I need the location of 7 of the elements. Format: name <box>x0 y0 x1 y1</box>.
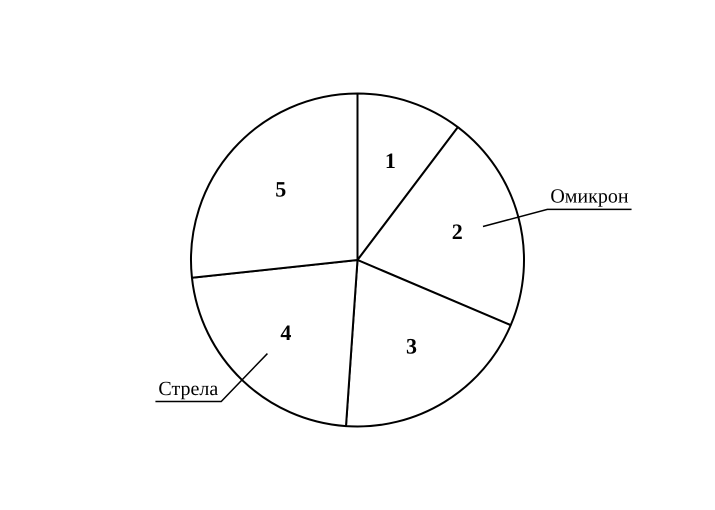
slice-label: 4 <box>280 320 292 346</box>
text: Омикрон <box>550 186 629 208</box>
slice-label: 1 <box>384 148 396 173</box>
slice-label: 2 <box>452 219 463 244</box>
slice-label: 3 <box>406 334 417 359</box>
text: Стрела <box>158 378 218 400</box>
slice-label: 5 <box>275 176 286 202</box>
